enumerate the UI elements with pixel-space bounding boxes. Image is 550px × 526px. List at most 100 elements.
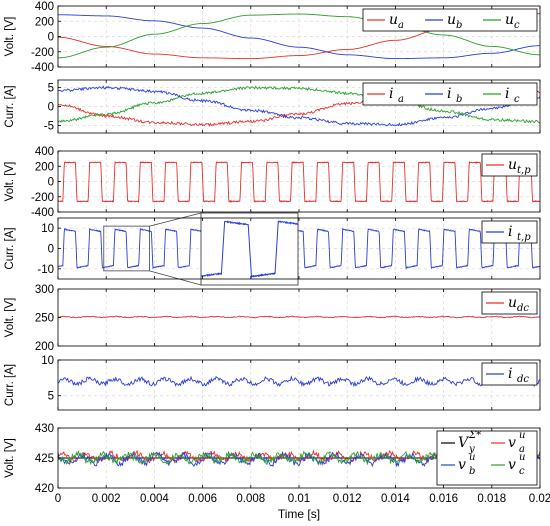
legend-box bbox=[362, 8, 538, 32]
legend-label: i bbox=[505, 86, 509, 102]
x-tick-label: 0.02 bbox=[529, 493, 550, 505]
legend-label-sub: y bbox=[468, 444, 475, 455]
legend-label-sub: dc bbox=[517, 303, 529, 314]
series-line-u-t,p bbox=[58, 160, 540, 204]
legend-label-sub: b bbox=[456, 94, 462, 105]
y-axis-label: Volt. [V] bbox=[4, 298, 16, 338]
y-tick-label: 200 bbox=[35, 161, 54, 173]
legend-label: u bbox=[447, 12, 456, 28]
x-tick-label: 0.002 bbox=[92, 493, 121, 505]
x-tick-label: 0.018 bbox=[477, 493, 506, 505]
legend-label-sup: Σ* bbox=[468, 430, 481, 441]
legend-label-sup: u bbox=[469, 452, 475, 463]
y-tick-label: 0 bbox=[48, 102, 54, 114]
chart-panel-4: -10 0 10 Curr. [A] i t,p bbox=[4, 212, 541, 286]
y-axis-label: Curr. [A] bbox=[4, 227, 16, 269]
y-tick-label: -400 bbox=[31, 207, 54, 219]
chart-panel-3: -400 -200 0 200 400 Volt. [V] u t,p bbox=[4, 146, 541, 219]
legend-label: i bbox=[447, 86, 451, 102]
legend-label: V bbox=[458, 435, 470, 451]
legend-label-sub: t,p bbox=[517, 165, 531, 176]
legend-box bbox=[481, 362, 538, 386]
y-tick-label: 430 bbox=[35, 423, 54, 435]
y-tick-label: 10 bbox=[41, 223, 54, 235]
legend-label: i bbox=[508, 366, 512, 382]
y-tick-label: 200 bbox=[35, 341, 54, 353]
legend-label-sup: u bbox=[519, 430, 525, 441]
chart-panel-6: 5 10 Curr. [A] i dc bbox=[4, 355, 541, 411]
zoom-connector bbox=[149, 212, 202, 227]
legend-label-sub: b bbox=[456, 20, 462, 31]
legend-label: u bbox=[505, 12, 514, 28]
y-tick-label: -400 bbox=[31, 62, 54, 74]
series-group bbox=[58, 315, 540, 319]
legend-label: u bbox=[508, 295, 517, 311]
legend-label-sub: c bbox=[514, 94, 520, 105]
y-tick-label: 0 bbox=[48, 177, 54, 189]
x-tick-label: 0.016 bbox=[429, 493, 458, 505]
y-tick-label: 420 bbox=[35, 483, 54, 495]
legend-label-sup: u bbox=[519, 452, 525, 463]
series-group bbox=[58, 227, 540, 270]
y-tick-label: -200 bbox=[31, 192, 54, 204]
legend-label: v bbox=[508, 457, 516, 473]
legend-label-sub: b bbox=[469, 466, 475, 477]
legend-box bbox=[436, 430, 538, 486]
series-group bbox=[58, 160, 540, 204]
legend-box bbox=[481, 291, 538, 315]
legend-label: v bbox=[458, 457, 466, 473]
series-line-u-b bbox=[58, 14, 540, 60]
series-group bbox=[58, 375, 540, 388]
series-line-u-c bbox=[58, 13, 540, 59]
y-axis-label: Curr. [A] bbox=[4, 364, 16, 406]
legend-label: i bbox=[389, 86, 393, 102]
y-axis-label: Curr. [A] bbox=[4, 85, 16, 127]
y-tick-label: 400 bbox=[35, 146, 54, 158]
chart-panel-5: 200 250 300 Volt. [V] u dc bbox=[4, 284, 541, 353]
legend-label-sub: c bbox=[519, 466, 525, 477]
y-tick-label: 200 bbox=[35, 16, 54, 28]
x-axis-label: Time [s] bbox=[278, 507, 320, 521]
legend-box bbox=[362, 82, 538, 106]
x-tick-label: 0.014 bbox=[381, 493, 410, 505]
y-tick-label: 400 bbox=[35, 1, 54, 13]
x-tick-label: 0.006 bbox=[188, 493, 217, 505]
y-tick-label: 10 bbox=[41, 355, 54, 367]
series-line-i-dc bbox=[58, 375, 540, 388]
legend-label-sub: t,p bbox=[517, 232, 531, 243]
legend-label-sub: a bbox=[398, 94, 404, 105]
x-tick-label: 0.012 bbox=[333, 493, 362, 505]
legend-label: i bbox=[508, 224, 512, 240]
x-tick-label: 0.004 bbox=[140, 493, 169, 505]
legend-label-sub: c bbox=[514, 20, 520, 31]
y-axis-label: Volt. [V] bbox=[4, 162, 16, 202]
legend-box bbox=[481, 153, 538, 177]
y-tick-label: 5 bbox=[48, 83, 54, 95]
y-tick-label: 250 bbox=[35, 313, 54, 325]
series-line-i-c bbox=[58, 85, 540, 124]
zoom-inset-line bbox=[201, 220, 299, 279]
y-tick-label: 0 bbox=[48, 244, 54, 256]
zoom-connector bbox=[149, 270, 202, 286]
series-line-i-b bbox=[58, 85, 540, 127]
x-tick-label: 0.01 bbox=[288, 493, 310, 505]
legend-label: u bbox=[508, 157, 517, 173]
y-tick-label: -10 bbox=[37, 264, 54, 276]
y-tick-label: 300 bbox=[35, 284, 54, 296]
legend-box bbox=[481, 220, 538, 244]
x-tick-label: 0.008 bbox=[236, 493, 265, 505]
y-tick-label: 0 bbox=[48, 32, 54, 44]
y-tick-label: -5 bbox=[44, 120, 54, 132]
y-tick-label: -200 bbox=[31, 47, 54, 59]
y-axis-label: Volt. [V] bbox=[4, 17, 16, 57]
legend-label-sub: a bbox=[519, 444, 525, 455]
series-line-i-t,p bbox=[58, 227, 540, 270]
legend-label-sub: a bbox=[398, 20, 404, 31]
legend-label: u bbox=[389, 12, 398, 28]
y-tick-label: 425 bbox=[35, 453, 54, 465]
legend-label: v bbox=[508, 435, 516, 451]
